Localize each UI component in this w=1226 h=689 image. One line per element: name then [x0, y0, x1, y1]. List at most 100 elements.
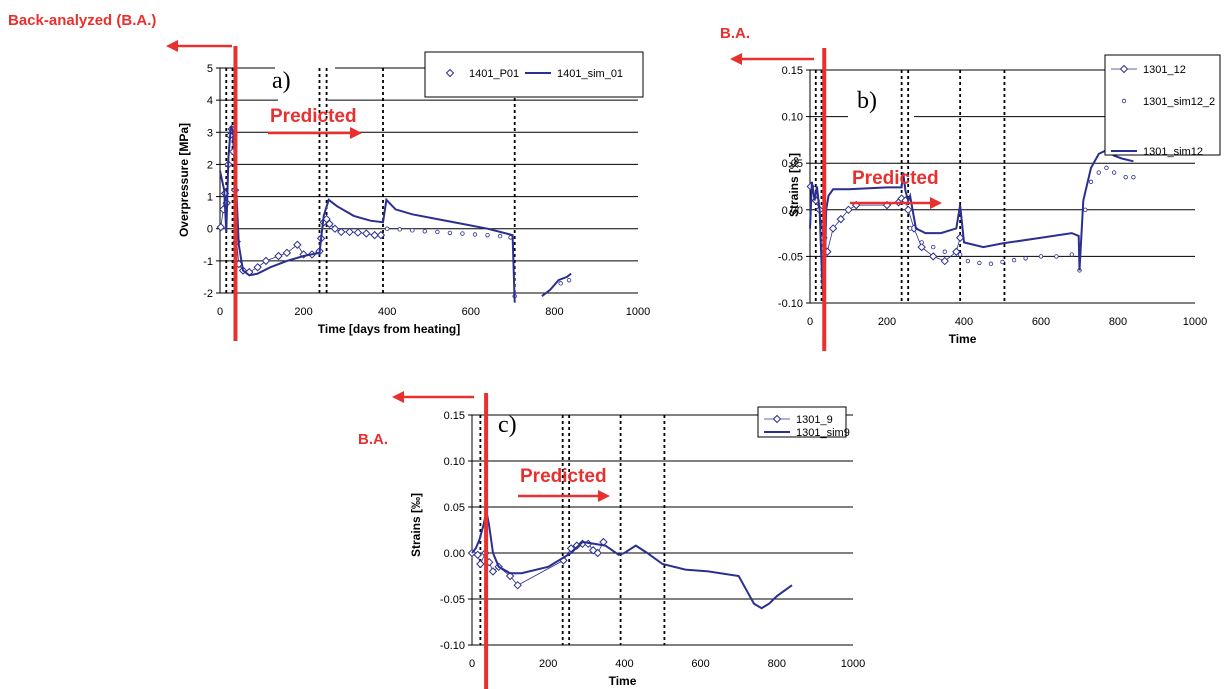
- data-point-diamond: [337, 227, 346, 237]
- y-tick-label: 0.00: [782, 205, 803, 217]
- data-point-diamond: [253, 263, 262, 272]
- y-tick-label: -0.10: [440, 640, 465, 652]
- legend-swatch-dot: [1121, 98, 1127, 104]
- x-tick-label: 0: [469, 658, 475, 670]
- x-tick-label: 1000: [841, 658, 865, 670]
- x-tick-label: 200: [539, 658, 557, 670]
- data-point-diamond: [928, 252, 938, 261]
- legend: 1301_12 1301_sim12_2 1301_sim12: [1104, 54, 1221, 158]
- y-tick-label: 0.10: [444, 456, 465, 468]
- chart-panel-3: -0.10 -0.05 0.00 0.05 0.10 0.15 0 200 400 600 800 1…: [358, 391, 865, 689]
- data-point-dot: [957, 252, 963, 257]
- chart-panel-1: -2 -1 0 1 2 3 4 5 0 200 400 600 800 1000 Time [days fr…: [8, 12, 650, 341]
- y-tick-label: 1: [207, 192, 213, 204]
- data-point-diamond: [325, 219, 334, 229]
- data-point-diamond: [473, 550, 482, 560]
- predicted-arrowhead: [350, 127, 362, 139]
- back-analyzed-label: B.A.: [720, 25, 750, 42]
- legend-entry-label: 1401_P01: [469, 68, 519, 80]
- data-point-dot: [1023, 256, 1028, 261]
- data-point-diamond: [299, 250, 308, 259]
- y-tick-label: 4: [207, 95, 213, 107]
- y-tick-label: 0.05: [444, 502, 465, 514]
- x-tick-label: 600: [691, 658, 709, 670]
- data-point-dot: [988, 261, 994, 267]
- back-analyzed-label: B.A.: [358, 431, 388, 448]
- y-tick-label: -0.10: [778, 298, 803, 310]
- x-axis-label: Time [days from heating]: [318, 322, 460, 336]
- x-tick-label: 800: [545, 306, 563, 318]
- data-point-diamond: [828, 224, 838, 233]
- y-tick-label: -0.05: [778, 251, 803, 263]
- data-point-diamond: [261, 256, 271, 266]
- series-line: [219, 125, 516, 303]
- y-axis-label: Strains [‰]: [787, 153, 801, 217]
- data-point-diamond: [376, 230, 386, 240]
- data-point-dot: [385, 226, 390, 231]
- legend: 1401_P01 1401_sim_01: [424, 51, 644, 98]
- x-tick-label: 1000: [626, 306, 650, 318]
- data-point-diamond: [488, 567, 498, 576]
- legend-entry-label: 1301_9: [796, 414, 833, 426]
- data-point-dot: [397, 227, 402, 232]
- series-line: [471, 511, 793, 610]
- predicted-arrowhead: [598, 490, 610, 502]
- x-tick-label: 200: [878, 316, 896, 328]
- back-analyzed-arrowhead: [166, 40, 178, 52]
- data-point-diamond: [282, 248, 292, 258]
- legend-entry-label: 1301_sim12: [1143, 146, 1203, 158]
- y-tick-label: 0.00: [444, 548, 465, 560]
- data-point-dot: [1111, 170, 1117, 175]
- back-analyzed-arrowhead: [392, 391, 404, 403]
- y-tick-label: 0.15: [444, 410, 465, 422]
- x-tick-label: 400: [615, 658, 633, 670]
- data-point-diamond: [216, 222, 226, 232]
- data-point-dot: [1069, 252, 1074, 257]
- x-tick-label: 400: [378, 306, 396, 318]
- data-point-dot: [1131, 174, 1136, 180]
- x-axis-label: Time: [949, 332, 977, 346]
- data-point-dot: [1038, 254, 1044, 259]
- data-point-dot: [558, 281, 563, 286]
- y-tick-label: 0.05: [782, 158, 803, 170]
- series-line: [541, 272, 572, 297]
- y-tick-label: 3: [207, 127, 213, 139]
- data-point-dot: [472, 232, 478, 237]
- data-point-diamond: [345, 227, 354, 237]
- x-tick-label: 800: [768, 658, 786, 670]
- y-tick-label: 0.10: [782, 112, 803, 124]
- legend-swatch-diamond: [772, 414, 782, 424]
- legend-entry-label: 1301_sim9: [796, 427, 850, 439]
- data-point-dot: [447, 230, 453, 236]
- predicted-label: Predicted: [852, 168, 939, 189]
- data-point-diamond: [274, 251, 283, 261]
- x-tick-label: 600: [1032, 316, 1050, 328]
- panel-label: b): [857, 88, 877, 114]
- back-analyzed-label: Back-analyzed (B.A.): [8, 12, 156, 29]
- data-point-dot: [1088, 179, 1094, 185]
- data-point-dot: [942, 249, 947, 254]
- legend-entry-label: 1401_sim_01: [557, 68, 623, 80]
- label-background: [278, 82, 328, 104]
- data-point-dot: [497, 233, 503, 239]
- legend-swatch-diamond: [445, 68, 455, 78]
- x-tick-label: 1000: [1183, 316, 1207, 328]
- data-point-dot: [566, 277, 572, 283]
- data-point-diamond: [952, 247, 961, 256]
- y-tick-label: -2: [203, 288, 213, 300]
- x-tick-label: 400: [955, 316, 973, 328]
- data-point-dot: [977, 260, 982, 266]
- chart-panel-2: -0.10 -0.05 0.00 0.05 0.10 0.15 0 200 400 600 800 1…: [720, 25, 1221, 351]
- y-tick-label: 0: [207, 224, 213, 236]
- data-point-diamond: [844, 205, 853, 215]
- data-point-dot: [1011, 257, 1017, 263]
- legend-box: [424, 51, 644, 98]
- data-point-dot: [485, 232, 490, 238]
- data-point-dot: [1123, 174, 1128, 180]
- data-point-diamond: [903, 205, 913, 215]
- x-tick-label: 0: [217, 306, 223, 318]
- x-tick-label: 200: [294, 306, 312, 318]
- legend-entry-label: 1301_12: [1143, 64, 1186, 76]
- data-point-dot: [460, 231, 465, 236]
